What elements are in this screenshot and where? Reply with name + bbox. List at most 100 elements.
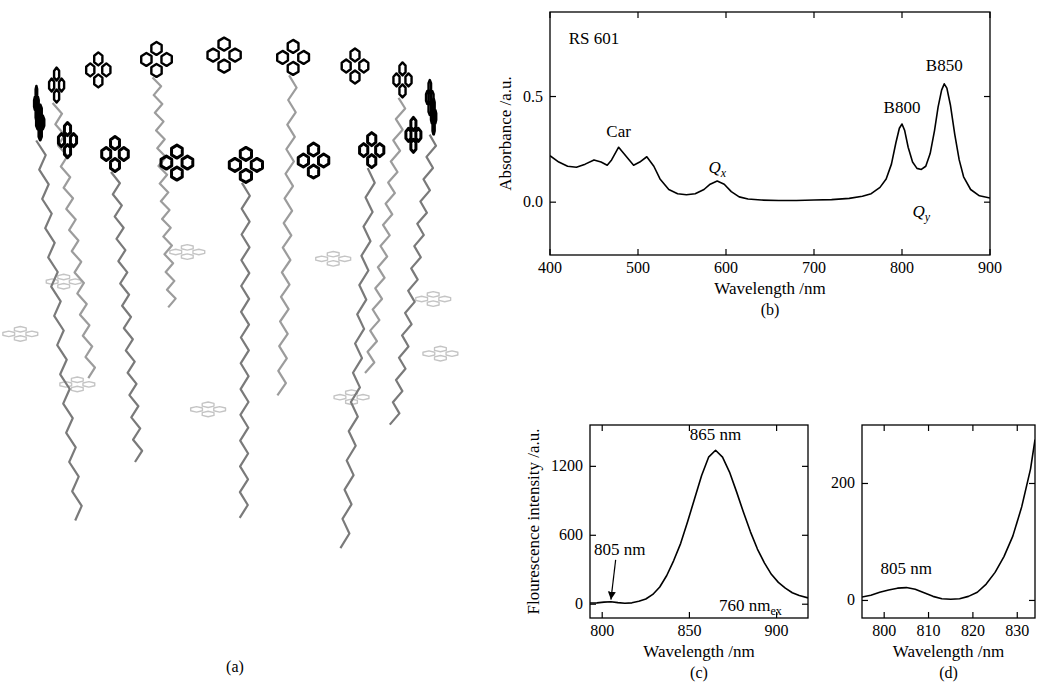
annotation-text: B800 [884,98,921,117]
x-tick-label: 900 [765,622,789,639]
ring-pigment [406,117,421,152]
phytol-tail [277,75,296,395]
lower-pigment [191,402,226,417]
structure-panel: (a) [3,38,458,676]
panel-label: (a) [226,658,244,676]
macrocycle [416,292,451,307]
x-tick-top [776,425,777,431]
x-tick-label: 800 [872,622,896,639]
x-tick [901,249,902,255]
x-tick-top [1017,425,1018,431]
annotation-text: 805 nm [594,540,645,559]
y-axis-title: Flourescence intensity /a.u. [524,428,543,614]
macrocycle [431,99,436,134]
macrocycle [161,145,193,180]
ring-pigment [277,40,309,75]
y-axis-title: Absorbance /a.u. [496,76,515,191]
macrocycle [208,38,241,73]
x-tick-top [884,425,885,431]
x-tick-label: 850 [677,622,701,639]
y-tick-right [1029,483,1035,484]
macrocycle [60,377,95,392]
x-tick [972,612,973,618]
phytol-tail [36,141,81,521]
ring-pigment [229,147,262,182]
phytol-tail [340,168,374,548]
x-tick-label: 830 [1005,622,1029,639]
y-tick-label: 600 [559,526,583,543]
annotation: Car [606,122,631,141]
macrocycle [423,346,458,361]
annotation: Qy [913,202,931,224]
annotation: B850 [926,56,963,75]
phytol-tail [153,77,176,307]
ring-pigment [161,145,193,180]
lower-pigment [416,292,451,307]
x-tick-top [602,425,603,431]
x-tick-label: 810 [917,622,941,639]
annotation: 805 nm [881,559,932,578]
spectrum-line [550,84,990,201]
spectrum-line [862,440,1035,600]
plot-area [590,450,808,603]
lower-pigment [3,327,38,342]
lower-pigment [170,245,205,260]
annotation-text: B850 [926,56,963,75]
y-tick-right [802,604,808,605]
x-tick [725,249,726,255]
y-tick-label: 1200 [551,457,583,474]
y-tick [550,202,556,203]
y-tick-right [984,96,990,97]
annotation-arrow [611,560,616,600]
y-tick-label: 0.0 [523,193,543,210]
ring-pigment [58,123,76,158]
macrocycle [229,147,262,182]
x-tick [637,249,638,255]
annotation: B800 [884,98,921,117]
panel-label: (b) [761,301,780,319]
panel-label: (c) [690,664,708,682]
x-tick [884,612,885,618]
plot-area [550,84,990,201]
macrocycle [191,402,226,417]
chart-panel: 8008108208300200Wavelength /nm(d)805 nm [831,425,1035,682]
macrocycle [298,143,329,178]
x-tick-top [901,12,902,18]
x-tick-top [972,425,973,431]
y-tick-right [802,466,808,467]
macrocycle [360,133,384,168]
phytol-tail [365,98,405,373]
chart-panel: 4005006007008009000.00.5Wavelength /nmAb… [496,12,1002,319]
annotation-subscript: ex [771,604,782,618]
x-tick-top [725,12,726,18]
x-tick-top [928,425,929,431]
ring-pigment [342,49,369,84]
x-tick-label: 820 [961,622,985,639]
x-tick-label: 800 [890,259,914,276]
ring-pigment [49,68,64,103]
x-tick [928,612,929,618]
annotation-subscript: x [720,166,727,180]
macrocycle [342,49,369,84]
y-tick-right [1029,600,1035,601]
y-tick [862,600,868,601]
ring-pigment [208,38,241,73]
annotation-text: 865 nm [690,425,741,444]
x-tick-label: 600 [714,259,738,276]
phytol-tail [111,172,142,462]
macrocycle [141,42,172,77]
ring-pigment [431,99,436,134]
annotation-text: 760 nm [719,596,770,615]
spectrum-line [590,450,808,603]
macrocycle [58,123,76,158]
x-tick-label: 800 [590,622,614,639]
x-axis-title: Wavelength /nm [893,642,1004,661]
y-tick [590,466,596,467]
annotation-text: Q [708,158,720,177]
annotation: RS 601 [569,29,620,48]
macrocycle [86,52,110,87]
figure: (a) 4005006007008009000.00.5Wavelength /n… [0,0,1059,687]
upper-ring [34,38,436,183]
x-tick [813,249,814,255]
annotation-text: RS 601 [569,29,620,48]
